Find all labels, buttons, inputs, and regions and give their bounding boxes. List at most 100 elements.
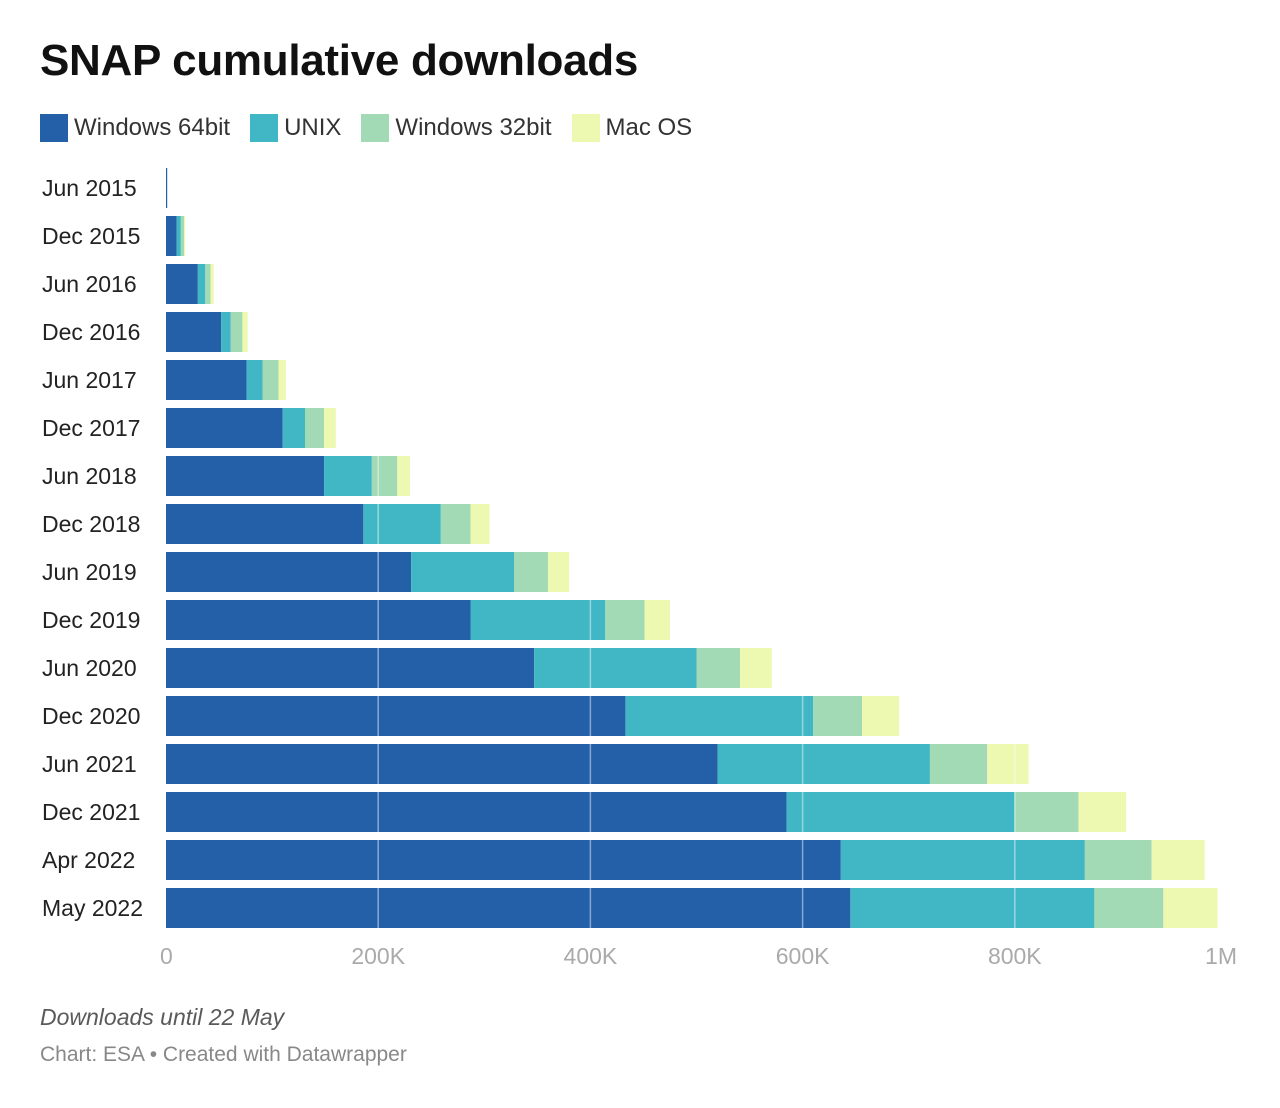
bar-mac-os-dec-2021 <box>1078 792 1127 832</box>
bar-mac-os-apr-2022 <box>1151 840 1205 880</box>
x-tick-label-600k: 600K <box>776 943 830 969</box>
bar-unix-jun-2017 <box>246 360 263 400</box>
bar-windows-32bit-dec-2017 <box>304 408 325 448</box>
bar-windows-32bit-dec-2019 <box>605 600 645 640</box>
bar-chart: Jun 2015 Dec 2015 Jun 2016 Dec 2016 Jun 2017… <box>42 168 1237 969</box>
bar-windows-64bit-jun-2020 <box>166 648 535 688</box>
bar-unix-dec-2017 <box>282 408 305 448</box>
legend-item-windows-32bit: Windows 32bit <box>361 114 552 142</box>
bar-windows-64bit-jun-2016 <box>166 264 198 304</box>
bar-mac-os-dec-2015 <box>184 216 186 256</box>
category-label-dec-2021: Dec 2021 <box>42 799 140 825</box>
bar-windows-64bit-dec-2020 <box>166 696 626 736</box>
bar-unix-jun-2019 <box>411 552 515 592</box>
bar-unix-dec-2019 <box>470 600 606 640</box>
bar-unix-jun-2021 <box>717 744 930 784</box>
bar-windows-32bit-dec-2018 <box>440 504 471 544</box>
bars <box>166 168 1218 928</box>
category-label-dec-2020: Dec 2020 <box>42 703 140 729</box>
x-tick-label-1m: 1M <box>1205 943 1237 969</box>
bar-unix-jun-2016 <box>197 264 206 304</box>
legend-item-unix: UNIX <box>250 114 341 142</box>
bar-windows-64bit-dec-2016 <box>166 312 222 352</box>
category-label-jun-2015: Jun 2015 <box>42 175 137 201</box>
bar-windows-64bit-jun-2018 <box>166 456 325 496</box>
legend-label-mac-os: Mac OS <box>605 114 693 141</box>
bar-mac-os-jun-2016 <box>210 264 214 304</box>
bar-mac-os-dec-2020 <box>862 696 900 736</box>
bar-windows-64bit-jun-2017 <box>166 360 247 400</box>
x-tick-label-800k: 800K <box>988 943 1042 969</box>
bar-windows-32bit-jun-2016 <box>205 264 211 304</box>
category-label-jun-2021: Jun 2021 <box>42 751 137 777</box>
bar-unix-dec-2020 <box>625 696 814 736</box>
bar-windows-64bit-may-2022 <box>166 888 851 928</box>
category-label-apr-2022: Apr 2022 <box>42 847 135 873</box>
category-label-dec-2016: Dec 2016 <box>42 319 140 345</box>
bar-windows-64bit-dec-2019 <box>166 600 471 640</box>
bar-windows-32bit-dec-2021 <box>1014 792 1079 832</box>
category-label-jun-2019: Jun 2019 <box>42 559 137 585</box>
category-label-jun-2018: Jun 2018 <box>42 463 137 489</box>
legend-item-windows-64bit: Windows 64bit <box>40 114 230 142</box>
legend-label-windows-64bit: Windows 64bit <box>74 114 231 141</box>
x-tick-label-0: 0 <box>160 943 173 969</box>
legend-label-windows-32bit: Windows 32bit <box>395 114 552 141</box>
bar-mac-os-dec-2019 <box>644 600 670 640</box>
bar-windows-32bit-may-2022 <box>1094 888 1164 928</box>
bar-unix-jun-2018 <box>324 456 372 496</box>
bar-unix-dec-2018 <box>363 504 441 544</box>
bar-mac-os-dec-2018 <box>470 504 490 544</box>
bar-windows-64bit-jun-2015 <box>166 168 168 208</box>
legend-swatch-unix <box>250 114 279 142</box>
category-label-jun-2020: Jun 2020 <box>42 655 137 681</box>
bar-windows-64bit-apr-2022 <box>166 840 841 880</box>
category-label-dec-2017: Dec 2017 <box>42 415 140 441</box>
category-label-jun-2017: Jun 2017 <box>42 367 137 393</box>
legend-swatch-mac-os <box>571 114 600 142</box>
chart-credit: Chart: ESA • Created with Datawrapper <box>40 1043 407 1066</box>
bar-mac-os-dec-2016 <box>242 312 248 352</box>
category-label-dec-2015: Dec 2015 <box>42 223 140 249</box>
category-label-dec-2019: Dec 2019 <box>42 607 140 633</box>
bar-mac-os-jun-2017 <box>278 360 286 400</box>
bar-windows-32bit-dec-2020 <box>813 696 863 736</box>
bar-mac-os-jun-2020 <box>740 648 772 688</box>
bar-windows-32bit-jun-2018 <box>371 456 398 496</box>
bar-unix-apr-2022 <box>840 840 1085 880</box>
bar-windows-32bit-jun-2021 <box>929 744 988 784</box>
legend-swatch-windows-32bit <box>361 114 390 142</box>
category-label-dec-2018: Dec 2018 <box>42 511 140 537</box>
legend-label-unix: UNIX <box>284 114 342 141</box>
bar-unix-dec-2015 <box>176 216 181 256</box>
bar-windows-32bit-jun-2017 <box>262 360 279 400</box>
bar-windows-32bit-jun-2019 <box>514 552 548 592</box>
bar-unix-dec-2016 <box>221 312 231 352</box>
x-tick-label-200k: 200K <box>351 943 405 969</box>
chart-title: SNAP cumulative downloads <box>40 36 639 85</box>
bar-mac-os-may-2022 <box>1163 888 1218 928</box>
bar-mac-os-jun-2019 <box>547 552 570 592</box>
chart-footnote: Downloads until 22 May <box>40 1004 285 1030</box>
bar-windows-32bit-dec-2015 <box>180 216 185 256</box>
bar-mac-os-jun-2018 <box>397 456 411 496</box>
legend-swatch-windows-64bit <box>40 114 68 142</box>
bar-windows-32bit-apr-2022 <box>1084 840 1152 880</box>
bar-windows-64bit-jun-2021 <box>166 744 718 784</box>
bar-unix-may-2022 <box>850 888 1095 928</box>
legend-item-mac-os: Mac OS <box>571 114 693 142</box>
bar-mac-os-dec-2017 <box>324 408 336 448</box>
bar-windows-64bit-dec-2015 <box>166 216 177 256</box>
bar-mac-os-jun-2021 <box>987 744 1029 784</box>
bar-windows-64bit-dec-2018 <box>166 504 364 544</box>
bar-windows-64bit-jun-2019 <box>166 552 412 592</box>
bar-windows-64bit-dec-2021 <box>166 792 787 832</box>
bar-unix-jun-2020 <box>534 648 697 688</box>
chart-legend: Windows 64bit UNIX Windows 32bit Mac OS <box>40 114 712 142</box>
bar-windows-32bit-jun-2020 <box>696 648 741 688</box>
bar-windows-64bit-dec-2017 <box>166 408 283 448</box>
category-label-may-2022: May 2022 <box>42 895 143 921</box>
category-label-jun-2016: Jun 2016 <box>42 271 137 297</box>
bar-unix-dec-2021 <box>786 792 1015 832</box>
bar-windows-32bit-dec-2016 <box>230 312 243 352</box>
